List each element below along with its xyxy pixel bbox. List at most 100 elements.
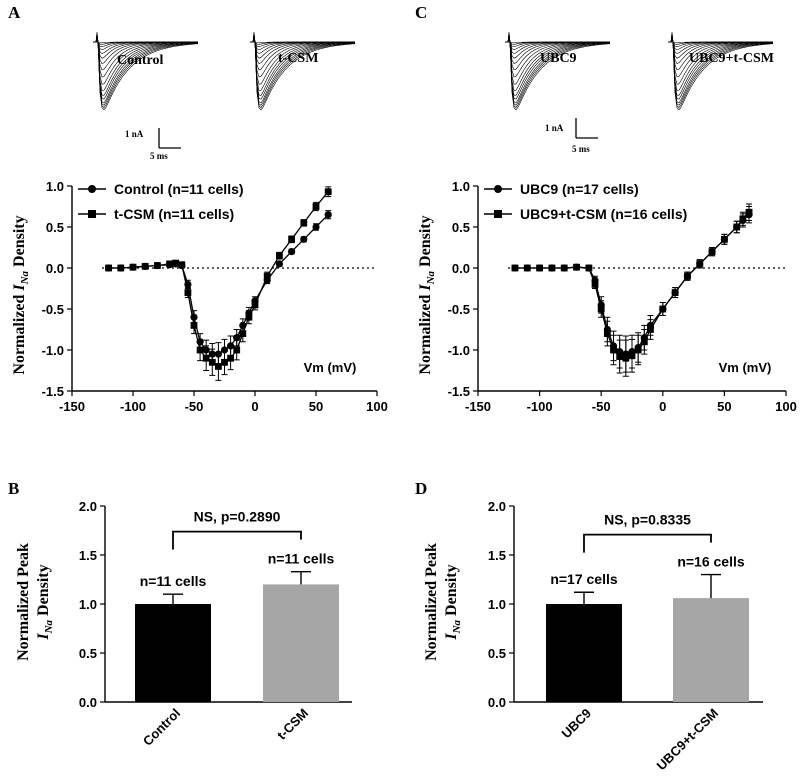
y-tick-label: -0.5 [448, 302, 470, 317]
data-point [628, 352, 636, 360]
current-trace [250, 38, 356, 111]
data-point [733, 223, 741, 231]
data-point [288, 248, 296, 256]
scale-label-time: 5 ms [150, 151, 168, 161]
legend-marker [494, 210, 502, 218]
current-trace [668, 32, 774, 106]
y-tick-label: 0.5 [79, 646, 97, 661]
current-trace [93, 34, 199, 104]
current-trace [93, 41, 199, 91]
data-point [536, 264, 543, 272]
panel-label-b: B [8, 479, 19, 498]
trace-inset-t-csm: t-CSM [250, 32, 356, 111]
data-point [696, 260, 704, 268]
current-trace [250, 34, 356, 104]
bar [673, 598, 749, 702]
x-category-label: t-CSM [274, 706, 311, 743]
panel-label-d: D [415, 479, 427, 498]
data-point [640, 338, 648, 346]
data-point [233, 334, 241, 342]
current-trace [250, 41, 356, 91]
trace-inset-ubc9-t-csm: UBC9+t-CSM [668, 32, 774, 111]
current-trace [668, 34, 774, 104]
data-series [105, 210, 332, 367]
y-tick-label: 0.5 [46, 220, 64, 235]
x-tick-label: -100 [527, 399, 553, 414]
x-tick-label: 50 [309, 399, 323, 414]
y-tick-label: 1.5 [488, 548, 506, 563]
current-traces-panel-a: Control t-CSM 1 nA 5 ms [93, 32, 356, 161]
data-point [523, 264, 531, 272]
data-point [634, 346, 642, 354]
data-point [178, 261, 186, 269]
x-axis-label: Vm (mV) [304, 360, 357, 375]
x-category-label: Control [140, 706, 183, 749]
data-point [622, 354, 630, 362]
current-trace [668, 38, 774, 96]
legend-label: Control (n=11 cells) [114, 181, 244, 197]
data-point [263, 272, 271, 280]
data-point [511, 264, 519, 272]
x-category-label: UBC9 [558, 706, 594, 742]
bar-chart-panel-b: Normalized Peak INa Density 0.0 0.5 1.0 1.5… [15, 499, 352, 749]
current-trace [250, 41, 356, 108]
data-point [560, 264, 568, 272]
y-tick-label: 1.0 [488, 597, 506, 612]
current-trace [505, 38, 611, 111]
legend-marker [88, 210, 96, 218]
x-axis-label: Vm (mV) [719, 360, 772, 375]
n-cells-label: n=16 cells [677, 554, 745, 570]
data-series [105, 186, 332, 381]
legend-marker [88, 185, 96, 193]
data-point [276, 252, 283, 260]
legend-marker [494, 185, 502, 193]
data-point [721, 235, 728, 243]
data-point [208, 358, 216, 366]
data-point [610, 346, 617, 354]
current-traces-panel-c: UBC9 UBC9+t-CSM 1 nA 5 ms [505, 32, 774, 154]
data-point [221, 358, 228, 366]
series-line [515, 214, 750, 355]
data-point [215, 363, 222, 370]
legend-label: UBC9+t-CSM (n=16 cells) [520, 206, 687, 222]
data-point [172, 259, 180, 267]
y-tick-label: 0.0 [488, 695, 506, 710]
x-category-label: UBC9+t-CSM [654, 706, 722, 774]
current-trace [505, 38, 611, 96]
y-tick-label: -1.5 [448, 384, 470, 399]
data-point [251, 301, 259, 309]
scale-label-current: 1 nA [545, 123, 564, 133]
x-tick-label: -50 [592, 399, 611, 414]
significance-bracket [583, 533, 712, 553]
y-tick-label: 1.0 [46, 179, 64, 194]
data-point [245, 313, 253, 321]
current-trace [505, 37, 611, 100]
y-axis-label-line1: Normalized Peak [15, 543, 32, 661]
data-point [312, 223, 320, 231]
data-point [288, 235, 295, 243]
y-tick-label: 1.5 [79, 548, 97, 563]
y-tick-label: 1.0 [79, 597, 97, 612]
bar [546, 604, 622, 702]
data-point [129, 263, 137, 271]
x-tick-label: -50 [185, 399, 204, 414]
data-point [275, 260, 283, 268]
data-point [324, 211, 332, 219]
panel-label-a: A [8, 3, 21, 22]
scale-bar: 1 nA 5 ms [125, 128, 181, 161]
data-point [300, 219, 308, 227]
data-point [603, 330, 611, 337]
data-point [196, 346, 204, 354]
x-tick-label: 50 [717, 399, 731, 414]
significance-label: NS, p=0.2890 [194, 509, 281, 525]
trace-label-ubc9: UBC9 [540, 51, 577, 66]
trace-inset-ubc9: UBC9 [505, 32, 611, 111]
current-trace [505, 32, 611, 106]
data-point [190, 322, 198, 329]
y-tick-label: 1.0 [452, 179, 470, 194]
x-tick-label: -150 [465, 399, 491, 414]
error-bar [291, 570, 311, 585]
y-axis-label: Normalized INa Density [417, 215, 437, 374]
significance-label: NS, p=0.8335 [604, 512, 691, 528]
data-point [141, 262, 149, 270]
